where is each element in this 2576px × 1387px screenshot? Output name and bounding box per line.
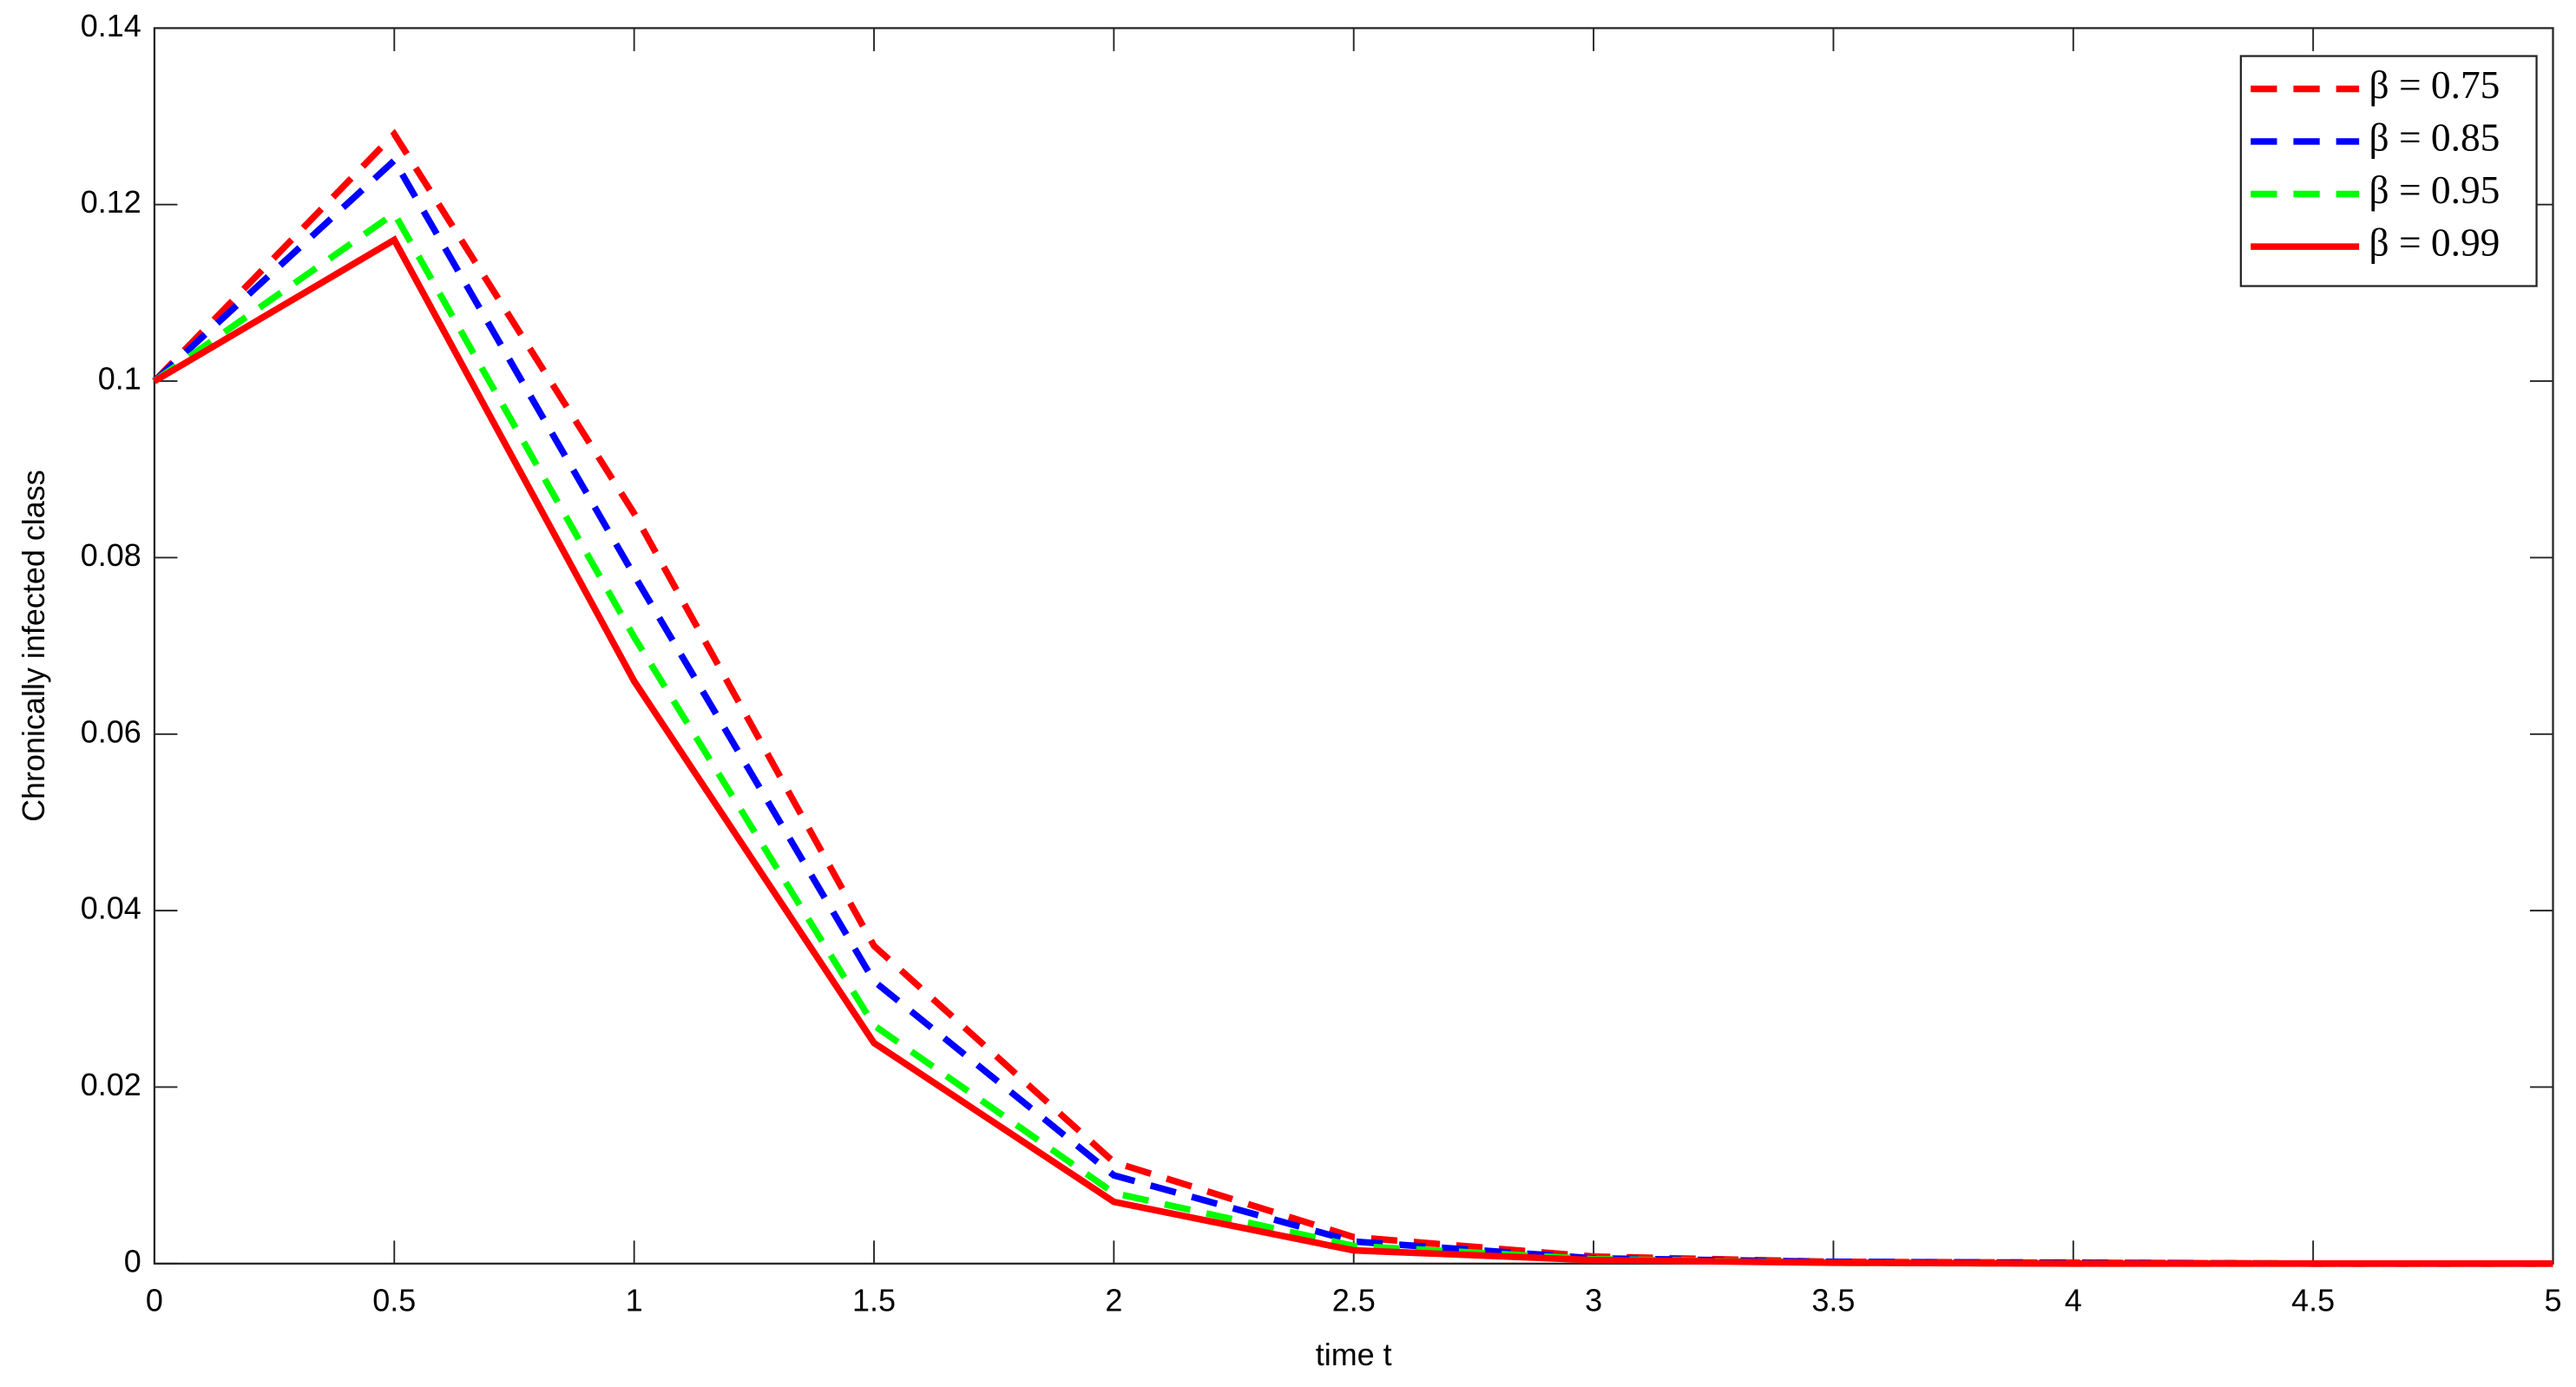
x-tick-label: 3.5 [1811,1283,1855,1318]
x-tick-label: 2 [1105,1283,1122,1318]
x-axis-label: time t [1316,1337,1392,1372]
y-tick-label: 0.14 [81,8,141,43]
series-line [152,154,2553,1267]
x-tick-label: 2.5 [1332,1283,1376,1318]
legend-label: β = 0.95 [2369,168,2500,212]
y-tick-label: 0.02 [81,1067,141,1102]
x-tick-label: 1 [626,1283,643,1318]
y-tick-label: 0.08 [81,537,141,573]
legend-label: β = 0.99 [2369,221,2500,265]
x-tick-label: 3 [1585,1283,1602,1318]
y-tick-label: 0.06 [81,713,141,749]
legend-label: β = 0.85 [2369,115,2500,159]
y-tick-label: 0.04 [81,891,141,926]
x-tick-label: 4 [2065,1283,2082,1318]
y-tick-label: 0.1 [98,361,141,397]
plot-area [153,27,2554,1265]
x-tick-label: 1.5 [852,1283,896,1318]
x-tick-label: 0.5 [372,1283,416,1318]
x-tick-label: 0 [146,1283,163,1318]
x-tick-label: 4.5 [2291,1283,2335,1318]
legend-label: β = 0.75 [2369,63,2500,107]
y-tick-label: 0 [124,1243,141,1279]
y-tick-label: 0.12 [81,184,141,220]
series-line [153,235,2553,1267]
x-tick-label: 5 [2545,1283,2562,1318]
y-axis-label: Chronically infected class [16,470,51,822]
